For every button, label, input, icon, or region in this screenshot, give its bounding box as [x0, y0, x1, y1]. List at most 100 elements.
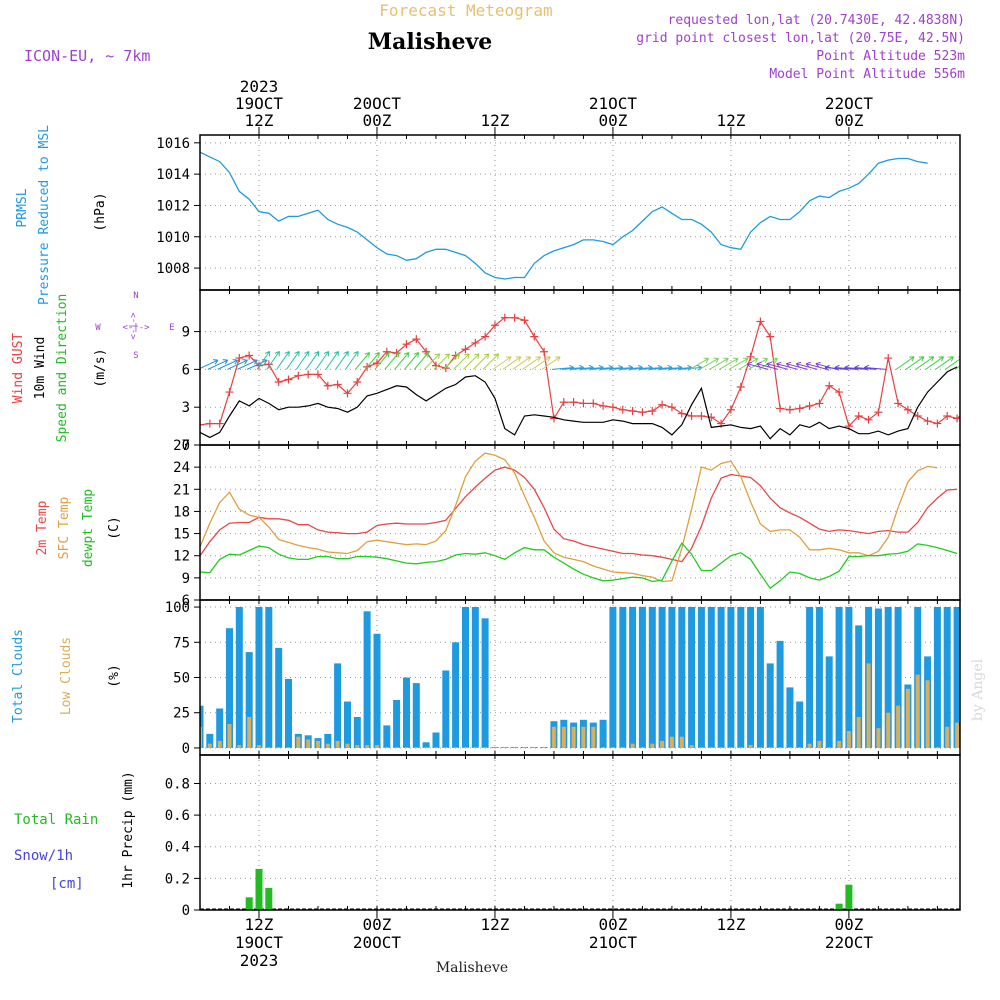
low-cloud-bar — [738, 747, 743, 748]
gust-point-marker — [894, 399, 903, 408]
time-label-bottom: 2023 — [240, 951, 279, 970]
y-tick-label: 0 — [182, 741, 190, 757]
y-tick-label: 25 — [173, 706, 190, 722]
y-tick-label: 75 — [173, 635, 190, 651]
gust-point-marker — [697, 412, 706, 421]
time-label-bottom: 00Z — [834, 915, 863, 934]
total-cloud-bar — [334, 663, 342, 748]
rain-bar — [245, 897, 253, 910]
gust-point-marker — [943, 412, 952, 421]
snow-unit-label: [cm] — [50, 876, 84, 892]
gust-point-marker — [825, 381, 834, 390]
time-label-bottom: 20OCT — [353, 933, 402, 952]
low-cloud-bar — [257, 745, 261, 748]
low-cloud-bar — [778, 747, 783, 748]
gust-point-marker — [933, 419, 942, 428]
low-cloud-bar — [807, 743, 812, 748]
wind-direction-arrow — [345, 350, 359, 370]
low-cloud-bar — [886, 712, 891, 748]
total-cloud-bar — [383, 725, 391, 748]
low-cloud-bar — [846, 731, 851, 748]
y-tick-label: 18 — [173, 504, 190, 520]
compass-n: N — [133, 291, 138, 301]
y-tick-label: 0.2 — [165, 871, 190, 887]
time-label-top: 22OCT — [825, 94, 874, 113]
wind-series-line — [200, 366, 958, 440]
total-cloud-bar — [648, 607, 656, 748]
info-point-altitude: Point Altitude 523m — [816, 49, 965, 64]
wind-direction-arrow — [315, 350, 330, 370]
gust-point-marker — [608, 403, 617, 412]
y-tick-label: 9 — [182, 325, 190, 341]
total-cloud-bar — [874, 608, 882, 748]
low-cloud-bar — [955, 722, 960, 748]
wind-direction-arrow — [864, 364, 887, 371]
total-cloud-bar — [619, 607, 627, 748]
total-cloud-bar — [668, 607, 676, 748]
wind-direction-arrow — [246, 359, 268, 370]
y-tick-label: 1016 — [156, 136, 190, 152]
time-label-top: 19OCT — [235, 94, 284, 113]
clouds-plot — [200, 607, 979, 748]
panel-frame — [199, 444, 961, 601]
wind-direction-arrow — [709, 357, 729, 370]
time-label-bottom: 22OCT — [825, 933, 874, 952]
wind-direction-arrow — [756, 361, 779, 370]
pressure-label-name: Pressure Reduced to MSL — [37, 125, 52, 305]
wind-direction-arrow — [502, 356, 522, 370]
compass-w: W — [95, 323, 101, 333]
low-cloud-bar — [640, 747, 645, 748]
low-cloud-bar — [768, 747, 773, 748]
pressure-series-line — [200, 151, 928, 280]
wind-unit: (m/s) — [93, 348, 108, 387]
low-cloud-bar — [601, 747, 606, 748]
gust-point-marker — [687, 412, 696, 421]
low-cloud-bar — [689, 745, 694, 748]
low-cloud-bar — [620, 747, 625, 748]
low-cloud-bar — [975, 737, 979, 748]
low-cloud-bar — [905, 688, 910, 748]
wind-direction-arrow — [374, 352, 390, 370]
gust-point-marker — [343, 389, 352, 398]
wind-direction-arrow — [364, 352, 380, 370]
model-label: ICON-EU, ~ 7km — [24, 47, 150, 65]
gust-point-marker — [245, 351, 254, 360]
gust-point-marker — [766, 332, 775, 341]
low-cloud-bar — [551, 726, 556, 748]
time-label-top: 00Z — [363, 111, 392, 130]
total-clouds-label: Total Clouds — [11, 629, 26, 723]
total-cloud-bar — [481, 618, 489, 748]
gust-point-marker — [294, 371, 303, 380]
low-cloud-bar — [817, 740, 822, 748]
gust-point-marker — [756, 317, 765, 326]
y-tick-label: 15 — [173, 527, 190, 543]
temperature-plot — [200, 452, 958, 590]
total-cloud-bar — [442, 670, 450, 748]
rain-bar — [255, 868, 263, 910]
gust-point-marker — [441, 364, 450, 373]
total-cloud-bar — [884, 607, 892, 748]
wind-direction-arrow — [227, 359, 248, 370]
panel-3: 6 9 12 15 18 21 24 27 — [173, 438, 960, 609]
time-label-bottom: 21OCT — [589, 933, 638, 952]
gust-point-marker — [776, 404, 785, 413]
y-tick-label: 12 — [173, 549, 190, 565]
wind-direction-arrow — [805, 361, 828, 370]
low-cloud-bar — [217, 740, 222, 748]
gust-point-marker — [500, 313, 509, 322]
total-cloud-bar — [216, 708, 224, 748]
pressure-plot — [200, 151, 928, 280]
low-cloud-bar — [355, 745, 360, 748]
footer-station: Malisheve — [436, 960, 508, 976]
low-cloud-bar — [896, 705, 901, 748]
total-cloud-bar — [324, 733, 332, 748]
gust-point-marker — [431, 361, 440, 370]
total-cloud-bar — [747, 607, 755, 748]
wind-direction-arrow — [325, 350, 339, 370]
t2m-label: 2m Temp — [35, 500, 50, 555]
low-cloud-bar — [414, 747, 419, 748]
sfc-temp-series-line — [200, 452, 938, 583]
panel-4: 0 25 50 75 100 — [165, 600, 960, 757]
precip-unit: 1hr Precip (mm) — [121, 771, 136, 888]
y-tick-label: 1010 — [156, 230, 190, 246]
